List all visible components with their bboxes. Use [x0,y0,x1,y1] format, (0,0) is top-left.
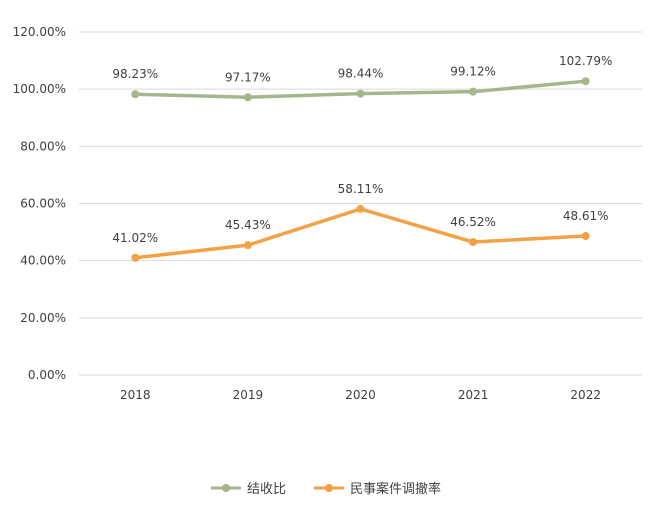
data-label: 98.44% [338,67,384,81]
legend-label: 民事案件调撤率 [350,481,441,497]
legend-marker [222,484,230,492]
data-label: 102.79% [559,54,612,68]
y-axis-tick-labels: 0.00% 20.00% 40.00% 60.00% 80.00% 100.00% 120.… [13,25,66,382]
data-label: 41.02% [112,231,158,245]
legend-label: 结收比 [247,482,286,497]
data-point [131,90,140,99]
data-labels: 98.23% 97.17% 98.44% 99.12% 102.79% 41.02% 45.… [112,54,612,245]
gridlines [79,31,642,376]
y-tick-label: 120.00% [13,25,66,39]
series-line-2 [133,207,588,260]
x-tick-label: 2019 [233,388,264,402]
y-tick-label: 60.00% [20,197,66,211]
legend-item-1: 结收比 [211,482,286,497]
data-point [581,232,590,241]
data-point [469,238,478,247]
x-tick-label: 2020 [345,388,376,402]
series-lines [131,77,590,262]
data-label: 99.12% [450,65,496,79]
x-tick-label: 2018 [120,388,151,402]
data-label: 98.23% [112,67,158,81]
data-point [243,241,252,250]
y-tick-label: 80.00% [20,139,66,153]
x-tick-label: 2021 [458,388,489,402]
data-label: 58.11% [338,182,384,196]
y-tick-label: 100.00% [13,82,66,96]
data-label: 97.17% [225,70,271,84]
legend-marker [325,484,333,492]
x-tick-label: 2022 [570,388,601,402]
y-tick-label: 20.00% [20,311,66,325]
data-point [243,93,252,102]
data-label: 48.61% [563,209,609,223]
y-tick-label: 0.00% [28,368,66,382]
data-label: 46.52% [450,215,496,229]
data-point [131,253,140,262]
data-point [581,77,590,86]
data-point [356,204,365,213]
y-tick-label: 40.00% [20,254,66,268]
x-axis-tick-labels: 2018 2019 2020 2021 2022 [120,388,601,402]
data-point [469,87,478,96]
legend-item-2: 民事案件调撤率 [314,481,441,497]
legend: 结收比 民事案件调撤率 [211,481,441,497]
data-point [356,89,365,98]
data-label: 45.43% [225,218,271,232]
